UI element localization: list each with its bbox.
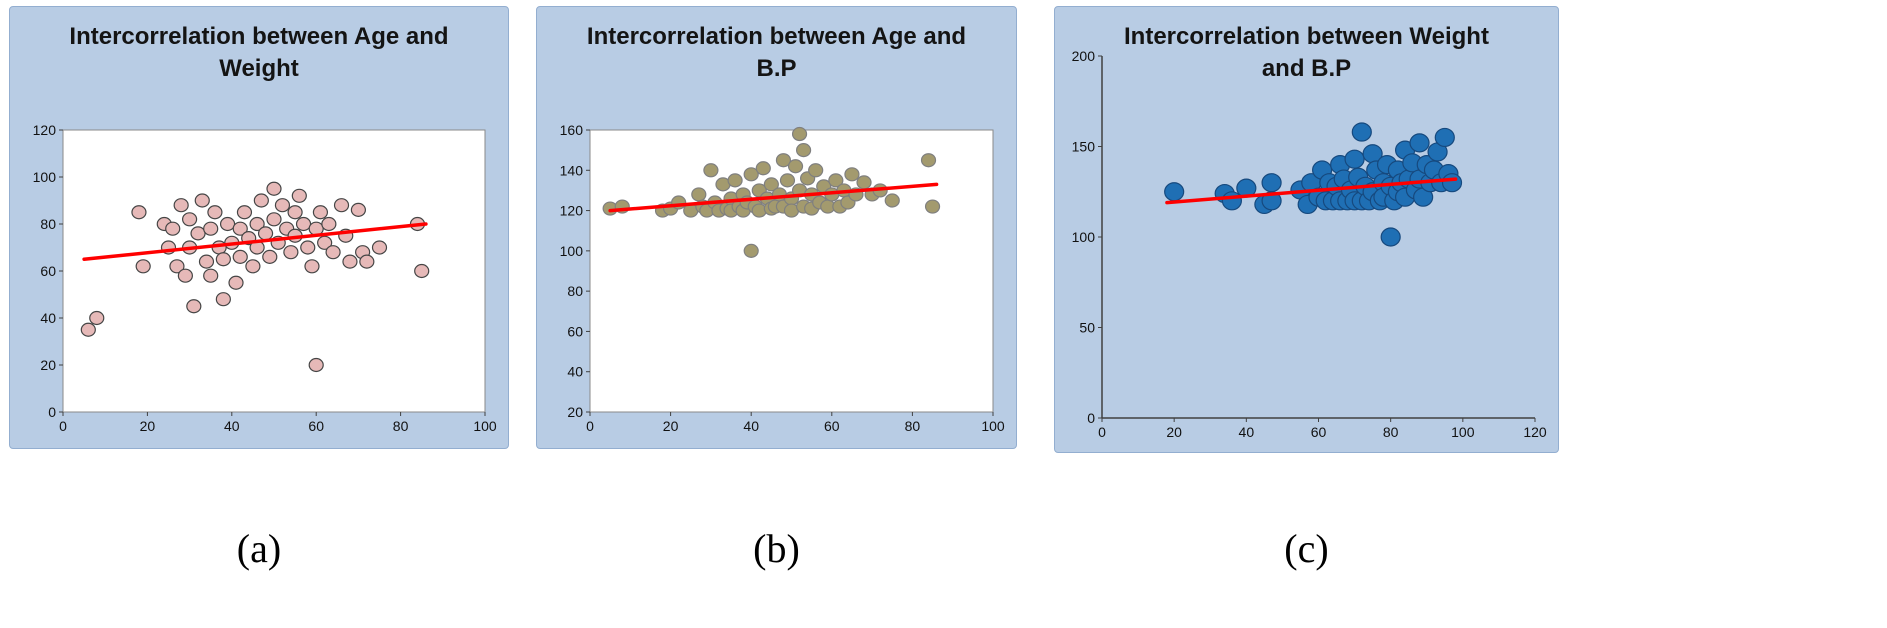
svg-text:20: 20 bbox=[1166, 424, 1182, 440]
svg-text:0: 0 bbox=[59, 418, 67, 434]
svg-text:0: 0 bbox=[48, 404, 56, 420]
svg-text:50: 50 bbox=[1079, 320, 1095, 336]
svg-text:150: 150 bbox=[1072, 139, 1096, 155]
svg-text:140: 140 bbox=[560, 162, 584, 178]
svg-text:60: 60 bbox=[824, 418, 840, 434]
svg-text:60: 60 bbox=[1311, 424, 1327, 440]
chart-panel-a: Intercorrelation between Age and Weight … bbox=[9, 6, 509, 449]
chart-title-a: Intercorrelation between Age and Weight bbox=[10, 21, 508, 86]
svg-text:0: 0 bbox=[1087, 410, 1095, 426]
svg-text:0: 0 bbox=[1098, 424, 1106, 440]
svg-text:20: 20 bbox=[40, 357, 56, 373]
chart-panel-b: Intercorrelation between Age and B.P 0 20… bbox=[536, 6, 1017, 449]
svg-text:0: 0 bbox=[586, 418, 594, 434]
svg-text:160: 160 bbox=[560, 122, 584, 138]
svg-text:80: 80 bbox=[567, 283, 583, 299]
svg-text:60: 60 bbox=[567, 323, 583, 339]
svg-text:40: 40 bbox=[224, 418, 240, 434]
caption-a: (a) bbox=[236, 526, 282, 571]
svg-text:60: 60 bbox=[308, 418, 324, 434]
svg-text:80: 80 bbox=[40, 216, 56, 232]
panels-row: Intercorrelation between Age and Weight … bbox=[9, 6, 1559, 453]
svg-text:200: 200 bbox=[1072, 48, 1096, 64]
svg-text:100: 100 bbox=[981, 418, 1005, 434]
svg-text:80: 80 bbox=[1383, 424, 1399, 440]
scatter-chart-weight-bp: 0 20 40 60 80 100 120 0 50 100 150 200 bbox=[1072, 48, 1547, 440]
chart-title-a-line1: Intercorrelation between Age and bbox=[69, 23, 449, 50]
svg-text:120: 120 bbox=[33, 122, 57, 138]
caption-c: (c) bbox=[1284, 526, 1329, 571]
svg-text:100: 100 bbox=[33, 169, 57, 185]
scatter-chart-age-weight: 0 20 40 60 80 100 0 20 40 60 80 100 120 bbox=[33, 122, 497, 434]
svg-text:40: 40 bbox=[743, 418, 759, 434]
chart-title-c-line2: and B.P bbox=[1261, 55, 1352, 83]
chart-title-a-line2: Weight bbox=[219, 55, 299, 83]
svg-text:40: 40 bbox=[40, 310, 56, 326]
svg-text:20: 20 bbox=[140, 418, 156, 434]
chart-panel-c: Intercorrelation between Weight and B.P … bbox=[1054, 6, 1559, 453]
caption-b: (b) bbox=[753, 526, 800, 571]
svg-text:120: 120 bbox=[560, 203, 584, 219]
svg-text:100: 100 bbox=[1072, 229, 1096, 245]
svg-text:100: 100 bbox=[473, 418, 497, 434]
svg-text:80: 80 bbox=[905, 418, 921, 434]
chart-title-c-line1: Intercorrelation between Weight bbox=[1124, 23, 1489, 50]
svg-text:20: 20 bbox=[663, 418, 679, 434]
chart-title-b: Intercorrelation between Age and B.P bbox=[537, 21, 1016, 86]
svg-text:40: 40 bbox=[1239, 424, 1255, 440]
chart-title-b-line2: B.P bbox=[756, 55, 797, 83]
chart-title-c: Intercorrelation between Weight and B.P bbox=[1055, 21, 1558, 86]
svg-text:120: 120 bbox=[1523, 424, 1547, 440]
svg-text:40: 40 bbox=[567, 364, 583, 380]
svg-text:100: 100 bbox=[560, 243, 584, 259]
svg-text:80: 80 bbox=[393, 418, 409, 434]
captions-row: (a) (b) (c) bbox=[0, 525, 1887, 572]
svg-text:100: 100 bbox=[1451, 424, 1475, 440]
chart-title-b-line1: Intercorrelation between Age and bbox=[586, 23, 967, 50]
svg-text:20: 20 bbox=[567, 404, 583, 420]
svg-text:60: 60 bbox=[40, 263, 56, 279]
